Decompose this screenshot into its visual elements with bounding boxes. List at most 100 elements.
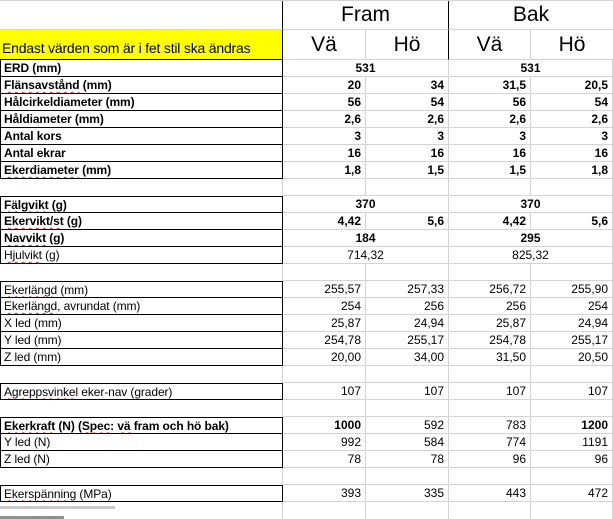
empty-cell[interactable] xyxy=(283,264,366,281)
empty-cell[interactable] xyxy=(0,366,283,383)
empty-cell[interactable] xyxy=(0,400,283,417)
value-cell[interactable]: 254,78 xyxy=(449,332,531,349)
empty-cell[interactable] xyxy=(449,179,531,196)
value-cell[interactable]: 4,42 xyxy=(283,213,366,230)
empty-cell[interactable] xyxy=(366,179,449,196)
value-cell[interactable]: 2,6 xyxy=(531,111,613,128)
value-cell[interactable]: 16 xyxy=(366,145,449,162)
value-cell[interactable]: 78 xyxy=(283,451,366,468)
value-cell[interactable]: 472 xyxy=(531,485,613,502)
value-cell[interactable]: 1200 xyxy=(531,417,613,434)
value-cell[interactable]: 54 xyxy=(531,94,613,111)
subcolumn-header-bak-va[interactable]: Vä xyxy=(449,30,531,60)
value-cell[interactable]: 825,32 xyxy=(449,247,613,264)
value-cell[interactable]: 1000 xyxy=(283,417,366,434)
row-label-cell[interactable]: Y led (N) xyxy=(0,434,283,451)
row-label-cell[interactable]: Håldiameter (mm) xyxy=(0,111,283,128)
value-cell[interactable]: 254 xyxy=(531,298,613,315)
value-cell[interactable]: 255,57 xyxy=(283,281,366,298)
value-cell[interactable]: 1,5 xyxy=(449,162,531,179)
value-cell[interactable]: 107 xyxy=(449,383,531,400)
row-label-cell[interactable]: Antal kors xyxy=(0,128,283,145)
value-cell[interactable]: 78 xyxy=(366,451,449,468)
value-cell[interactable]: 255,90 xyxy=(531,281,613,298)
row-label-cell[interactable]: Hjulvikt (g) xyxy=(0,247,283,264)
value-cell[interactable]: 1,8 xyxy=(531,162,613,179)
edit-note-cell[interactable]: Endast värden som är i fet stil ska ändr… xyxy=(0,30,283,60)
value-cell[interactable]: 254 xyxy=(283,298,366,315)
subcolumn-header-bak-ho[interactable]: Hö xyxy=(531,30,613,60)
value-cell[interactable]: 24,94 xyxy=(531,315,613,332)
row-label-cell[interactable]: Navvikt (g) xyxy=(0,230,283,247)
empty-cell[interactable] xyxy=(283,400,366,417)
group-header-bak[interactable]: Bak xyxy=(449,0,613,30)
value-cell[interactable]: 584 xyxy=(366,434,449,451)
empty-cell[interactable] xyxy=(0,502,283,519)
row-label-cell[interactable]: Hålcirkeldiameter (mm) xyxy=(0,94,283,111)
value-cell[interactable]: 5,6 xyxy=(366,213,449,230)
value-cell[interactable]: 443 xyxy=(449,485,531,502)
value-cell[interactable]: 992 xyxy=(283,434,366,451)
value-cell[interactable]: 255,17 xyxy=(531,332,613,349)
row-label-cell[interactable]: Ekervikt/st (g) xyxy=(0,213,283,230)
value-cell[interactable]: 16 xyxy=(283,145,366,162)
empty-cell[interactable] xyxy=(366,502,449,519)
value-cell[interactable]: 256 xyxy=(449,298,531,315)
empty-cell[interactable] xyxy=(0,179,283,196)
row-label-cell[interactable]: Ekerspänning (MPa) xyxy=(0,485,283,502)
value-cell[interactable]: 25,87 xyxy=(449,315,531,332)
row-label-cell[interactable]: Ekerdiameter (mm) xyxy=(0,162,283,179)
empty-cell[interactable] xyxy=(366,468,449,485)
row-label-cell[interactable]: Ekerlängd, avrundat (mm) xyxy=(0,298,283,315)
value-cell[interactable]: 2,6 xyxy=(283,111,366,128)
row-label-cell[interactable]: Fälgvikt (g) xyxy=(0,196,283,213)
empty-cell[interactable] xyxy=(366,366,449,383)
value-cell[interactable]: 31,50 xyxy=(449,349,531,366)
value-cell[interactable]: 3 xyxy=(449,128,531,145)
empty-cell[interactable] xyxy=(366,264,449,281)
empty-cell[interactable] xyxy=(283,366,366,383)
value-cell[interactable]: 1,8 xyxy=(283,162,366,179)
value-cell[interactable]: 531 xyxy=(283,60,449,77)
empty-cell[interactable] xyxy=(531,264,613,281)
value-cell[interactable]: 20,5 xyxy=(531,77,613,94)
empty-cell[interactable] xyxy=(531,179,613,196)
value-cell[interactable]: 254,78 xyxy=(283,332,366,349)
value-cell[interactable]: 31,5 xyxy=(449,77,531,94)
subcolumn-header-fram-va[interactable]: Vä xyxy=(283,30,366,60)
row-label-cell[interactable]: Antal ekrar xyxy=(0,145,283,162)
empty-cell[interactable] xyxy=(531,468,613,485)
value-cell[interactable]: 25,87 xyxy=(283,315,366,332)
value-cell[interactable]: 774 xyxy=(449,434,531,451)
value-cell[interactable]: 3 xyxy=(283,128,366,145)
value-cell[interactable]: 20 xyxy=(283,77,366,94)
value-cell[interactable]: 107 xyxy=(531,383,613,400)
value-cell[interactable]: 5,6 xyxy=(531,213,613,230)
value-cell[interactable]: 56 xyxy=(449,94,531,111)
empty-cell[interactable] xyxy=(531,400,613,417)
row-label-cell[interactable]: Ekerlängd (mm) xyxy=(0,281,283,298)
value-cell[interactable]: 2,6 xyxy=(449,111,531,128)
value-cell[interactable]: 370 xyxy=(449,196,613,213)
row-label-cell[interactable]: Agreppsvinkel eker-nav (grader) xyxy=(0,383,283,400)
empty-cell[interactable] xyxy=(449,366,531,383)
value-cell[interactable]: 295 xyxy=(449,230,613,247)
value-cell[interactable]: 2,6 xyxy=(366,111,449,128)
value-cell[interactable]: 96 xyxy=(449,451,531,468)
value-cell[interactable]: 107 xyxy=(366,383,449,400)
row-label-cell[interactable]: Z led (N) xyxy=(0,451,283,468)
empty-cell[interactable] xyxy=(531,366,613,383)
value-cell[interactable]: 256,72 xyxy=(449,281,531,298)
row-label-cell[interactable]: ERD (mm) xyxy=(0,60,283,77)
empty-cell[interactable] xyxy=(449,264,531,281)
value-cell[interactable]: 256 xyxy=(366,298,449,315)
empty-cell[interactable] xyxy=(531,502,613,519)
empty-cell[interactable] xyxy=(283,502,366,519)
value-cell[interactable]: 714,32 xyxy=(283,247,449,264)
corner-cell[interactable] xyxy=(0,0,283,30)
value-cell[interactable]: 335 xyxy=(366,485,449,502)
value-cell[interactable]: 1191 xyxy=(531,434,613,451)
empty-cell[interactable] xyxy=(449,400,531,417)
value-cell[interactable]: 107 xyxy=(283,383,366,400)
value-cell[interactable]: 783 xyxy=(449,417,531,434)
